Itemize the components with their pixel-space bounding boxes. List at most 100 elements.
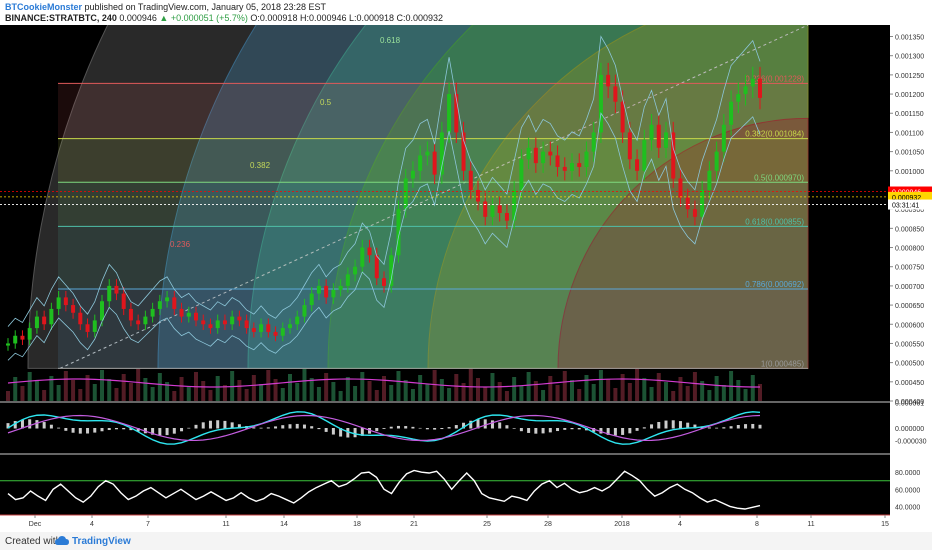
volume-bar — [642, 378, 647, 401]
volume-bar — [700, 381, 705, 401]
macd-histogram-bar — [187, 427, 191, 429]
macd-histogram-bar — [650, 424, 654, 429]
price-tick-label: 0.000600 — [895, 322, 924, 329]
macd-histogram-bar — [129, 428, 133, 431]
y-axis-background — [890, 25, 932, 515]
time-tick-label: 7 — [146, 521, 150, 528]
macd-histogram-bar — [57, 427, 61, 429]
volume-bar — [483, 387, 488, 401]
price-bands — [7, 35, 761, 361]
volume-bar — [353, 386, 358, 401]
candle-body — [533, 147, 538, 164]
macd-histogram-bar — [462, 422, 466, 429]
candle-body — [179, 308, 184, 317]
macd-histogram-bar — [599, 428, 603, 434]
macd-histogram-bar — [548, 428, 552, 433]
price-tag-value: 0.000932 — [892, 195, 921, 202]
volume-bar — [324, 373, 329, 401]
fib-fan-trendline — [59, 25, 809, 369]
price-tick-label: 0.001100 — [895, 130, 924, 137]
macd-histogram-bar — [498, 422, 502, 429]
macd-histogram-bar — [519, 428, 523, 432]
macd-histogram-bar — [252, 427, 256, 429]
macd-histogram-bar — [758, 424, 762, 429]
candle-body — [707, 170, 712, 190]
volume-bar — [497, 382, 502, 401]
candle-body — [316, 285, 321, 294]
macd-histogram-bar — [411, 426, 415, 429]
macd-histogram-bar — [744, 424, 748, 429]
volume-bar — [541, 390, 546, 401]
macd-histogram-bar — [302, 424, 306, 429]
volume-bar — [671, 391, 676, 401]
rsi-line — [7, 469, 761, 510]
volume-bar — [548, 376, 553, 401]
macd-histogram-bar — [512, 428, 516, 429]
candle-body — [121, 293, 126, 309]
macd-histogram-bar — [621, 428, 625, 435]
candle-body — [664, 132, 668, 148]
macd-histogram-bar — [389, 426, 393, 429]
macd-histogram-bar — [368, 428, 372, 434]
candle-body — [208, 324, 213, 329]
upper-band — [7, 35, 761, 327]
candle-body — [201, 320, 206, 325]
fib-level-label: 0.618(0.000855) — [745, 217, 804, 226]
candle-body — [548, 151, 553, 156]
candle-body — [642, 140, 647, 171]
volume-bar — [635, 369, 640, 401]
candle-body — [288, 324, 292, 329]
volume-bar — [389, 385, 394, 401]
volume-bar — [736, 380, 741, 401]
macd-histogram-bar — [353, 428, 357, 438]
volume-bar — [172, 391, 177, 401]
macd-histogram-bar — [418, 427, 422, 429]
volume-bar — [316, 387, 321, 401]
volume-bar — [447, 388, 452, 401]
price-tag-box — [888, 186, 932, 197]
candle-body — [165, 297, 170, 302]
macd-histogram-bar — [230, 422, 234, 429]
macd-histogram-bar — [86, 428, 90, 434]
macd-histogram-bar — [729, 426, 733, 429]
macd-histogram-bar — [433, 428, 437, 430]
price-tick-label: 0.001200 — [895, 92, 924, 99]
time-tick-label: Dec — [29, 521, 42, 528]
macd-histogram-bar — [274, 426, 278, 429]
price-tick-label: 0.001150 — [895, 111, 924, 118]
fib-zone — [58, 83, 808, 139]
macd-histogram-bar — [324, 428, 328, 432]
candle-body — [447, 94, 452, 133]
fib-fan-label: 0.236 — [170, 240, 191, 249]
candle-body — [244, 320, 249, 329]
volume-bar — [468, 369, 473, 401]
macd-histogram-bar — [527, 428, 531, 433]
author-name[interactable]: BTCookieMonster — [5, 2, 83, 12]
volume-bar — [136, 369, 141, 401]
macd-histogram-bar — [93, 428, 97, 433]
macd-histogram-bar — [577, 428, 581, 430]
volume-bar — [526, 372, 531, 401]
macd-histogram-bar — [281, 425, 285, 429]
macd-histogram-bar — [671, 420, 675, 429]
candle-body — [606, 74, 611, 87]
volume-ma-line — [7, 378, 761, 388]
macd-histogram-bar — [172, 428, 176, 434]
macd-histogram-bar — [476, 419, 480, 429]
macd-histogram-bar — [266, 427, 270, 429]
candle-body — [63, 297, 68, 306]
time-tick-label: 14 — [280, 521, 288, 528]
candle-body — [497, 205, 502, 213]
macd-histogram-bar — [722, 427, 726, 429]
volume-bar — [570, 380, 574, 401]
tradingview-brand-link[interactable]: TradingView — [72, 536, 131, 547]
volume-bar — [555, 385, 560, 401]
candle-body — [483, 201, 488, 217]
chart-canvas[interactable]: 0.236(0.001228) 0.382(0.001084) 0.5(0.0009… — [0, 25, 932, 532]
fib-zone — [58, 288, 808, 369]
created-with-text: Created with — [5, 536, 62, 547]
candle-body — [78, 312, 83, 325]
candle-body — [389, 255, 394, 286]
price-tick-label: 0.000850 — [895, 226, 924, 233]
last-price: 0.000946 — [119, 13, 157, 23]
